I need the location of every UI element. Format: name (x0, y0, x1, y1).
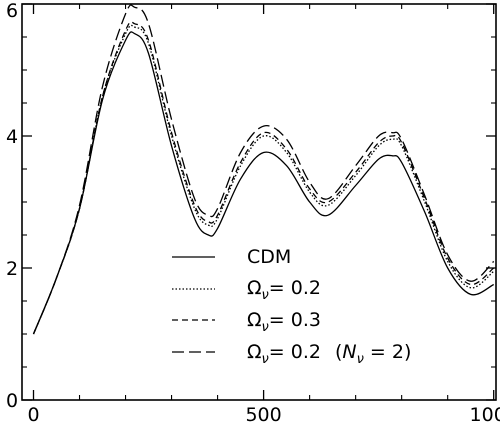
legend-n-symbol: N (342, 341, 356, 363)
y-tick-label: 0 (6, 390, 18, 412)
series-omega-0.2-n2-line (32, 4, 495, 335)
legend-label-omega-02: Ων= 0.2 (247, 277, 321, 303)
legend-omega-symbol: Ω (247, 277, 262, 299)
legend-omega-symbol: Ω (247, 341, 262, 363)
legend-nu-subscript: ν (262, 320, 269, 335)
series-lines (32, 4, 495, 335)
y-tick-label: 2 (6, 258, 18, 280)
legend-omega-symbol: Ω (247, 309, 262, 331)
series-omega-0.3-line (32, 21, 495, 335)
series-cdm-line (32, 31, 495, 335)
y-tick-label: 6 (6, 0, 18, 22)
legend-label-cdm: CDM (247, 246, 291, 268)
legend-value: = 0.2 (269, 341, 321, 363)
legend-label-omega-02-n2: Ων= 0.2 (Nν = 2) (247, 341, 411, 367)
legend-nu-subscript: ν (262, 352, 269, 367)
legend-value: = 0.3 (269, 309, 321, 331)
y-tick-label: 4 (6, 126, 18, 148)
legend: CDM Ων= 0.2 Ων= 0.3 Ων= 0.2 (Nν = 2) (172, 246, 411, 367)
axis-ticks (22, 3, 496, 401)
legend-n-nu-subscript: ν (357, 352, 364, 367)
x-tick-label: 500 (245, 404, 281, 425)
legend-label-omega-03: Ων= 0.3 (247, 309, 321, 335)
legend-paren-open: ( (335, 341, 342, 363)
x-tick-label: 0 (27, 404, 39, 425)
legend-n-value: = 2) (364, 341, 412, 363)
legend-nu-subscript: ν (262, 288, 269, 303)
series-omega-0.2-line (32, 24, 495, 335)
legend-value: = 0.2 (269, 277, 321, 299)
